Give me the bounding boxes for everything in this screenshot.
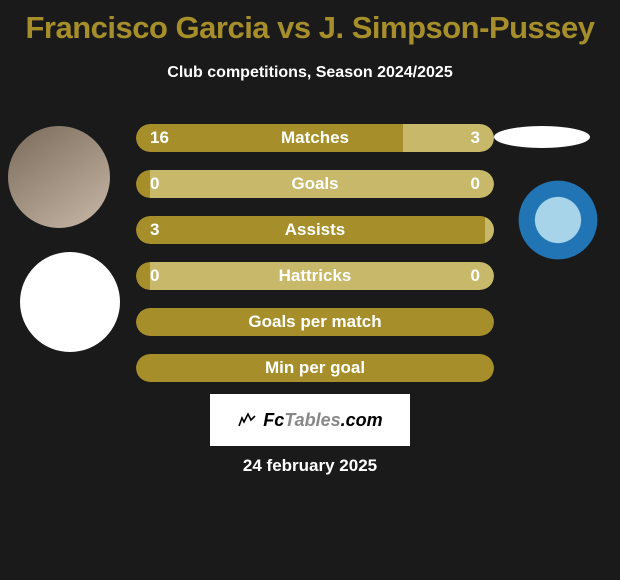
player-left-avatar xyxy=(6,124,112,230)
stat-bar-right xyxy=(403,124,494,152)
club-right-badge xyxy=(512,174,604,266)
stat-value-left: 16 xyxy=(150,128,169,148)
stats-panel: 16 3 Matches 0 0 Goals 3 Assists 0 0 Hattricks Goal… xyxy=(136,124,494,400)
fctables-text: FcTables.com xyxy=(263,410,382,431)
subtitle: Club competitions, Season 2024/2025 xyxy=(0,64,620,82)
page-title: Francisco Garcia vs J. Simpson-Pussey xyxy=(0,0,620,46)
fctables-branding: FcTables.com xyxy=(210,394,410,446)
stat-label: Goals xyxy=(291,174,338,194)
stat-label: Matches xyxy=(281,128,349,148)
stat-bar-left xyxy=(136,262,150,290)
stat-value-right: 3 xyxy=(471,128,480,148)
stat-row: Min per goal xyxy=(136,354,494,382)
stat-row: 3 Assists xyxy=(136,216,494,244)
stat-row: 16 3 Matches xyxy=(136,124,494,152)
player-right-avatar xyxy=(494,126,590,148)
stat-row: 0 0 Hattricks xyxy=(136,262,494,290)
stat-value-left: 3 xyxy=(150,220,159,240)
stat-bar-left xyxy=(136,124,403,152)
stat-value-right: 0 xyxy=(471,174,480,194)
stat-value-left: 0 xyxy=(150,174,159,194)
stat-bar-left xyxy=(136,170,150,198)
stat-row: Goals per match xyxy=(136,308,494,336)
stat-label: Hattricks xyxy=(279,266,352,286)
stat-label: Goals per match xyxy=(248,312,381,332)
comparison-date: 24 february 2025 xyxy=(243,456,377,476)
stat-value-right: 0 xyxy=(471,266,480,286)
stat-bar-right xyxy=(485,216,494,244)
stat-row: 0 0 Goals xyxy=(136,170,494,198)
stat-label: Assists xyxy=(285,220,345,240)
stat-value-left: 0 xyxy=(150,266,159,286)
stat-label: Min per goal xyxy=(265,358,365,378)
fctables-logo-icon xyxy=(237,410,257,430)
club-left-badge xyxy=(20,252,120,352)
